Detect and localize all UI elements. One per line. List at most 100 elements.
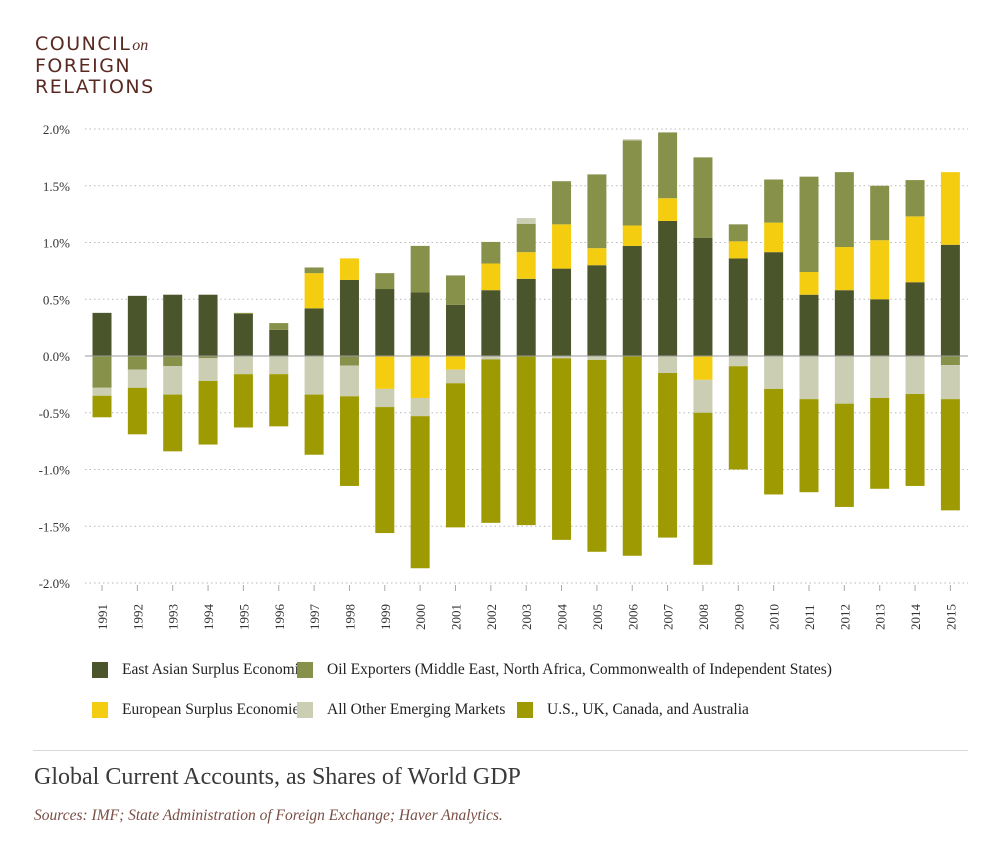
- bar-segment: [905, 282, 925, 356]
- bar-segment: [198, 358, 218, 381]
- cfr-logo: COUNCILon FOREIGN RELATIONS: [35, 34, 155, 98]
- legend-label: All Other Emerging Markets: [327, 701, 506, 718]
- bar-segment: [799, 294, 819, 356]
- y-tick-label: -0.5%: [39, 406, 71, 421]
- legend-item-other-emerging: All Other Emerging Markets: [297, 701, 505, 719]
- legend-label: European Surplus Economies: [122, 701, 306, 718]
- bar-segment: [834, 290, 854, 356]
- bar-segment: [658, 356, 678, 374]
- x-tick-label: 2007: [661, 604, 676, 631]
- bar-segment: [516, 252, 536, 279]
- bar-segment: [799, 399, 819, 493]
- bar-segment: [304, 273, 324, 309]
- bar-segment: [304, 394, 324, 455]
- bar-segment: [269, 374, 289, 427]
- bar-segment: [693, 356, 713, 380]
- bar-segment: [834, 356, 854, 404]
- x-tick-label: 2013: [873, 604, 888, 630]
- bar-segment: [870, 299, 890, 356]
- bar-segment: [940, 244, 960, 356]
- bar-segment: [481, 290, 501, 356]
- bar-segment: [834, 247, 854, 291]
- y-tick-label: 0.0%: [43, 349, 70, 364]
- bar-segment: [905, 180, 925, 217]
- bar-segment: [693, 379, 713, 413]
- bar-segment: [764, 356, 784, 389]
- bar-segment: [339, 279, 359, 356]
- legend-item-oil-exporters: Oil Exporters (Middle East, North Africa…: [297, 661, 832, 679]
- bar-segment: [92, 356, 112, 388]
- y-tick-label: -2.0%: [39, 576, 71, 591]
- bar-segment: [339, 365, 359, 397]
- x-tick-label: 1999: [378, 604, 393, 630]
- bar-segment: [163, 366, 183, 395]
- bar-segment: [127, 295, 147, 356]
- bar-segment: [728, 258, 748, 356]
- bar-segment: [870, 356, 890, 398]
- bar-segment: [552, 358, 572, 540]
- bar-segment: [905, 394, 925, 486]
- bar-segment: [658, 132, 678, 199]
- bar-segment: [658, 373, 678, 538]
- bar-segment: [799, 176, 819, 273]
- x-tick-label: 2010: [767, 604, 782, 630]
- bar-segment: [92, 312, 112, 356]
- bar-segment: [870, 397, 890, 489]
- bar-segment: [905, 216, 925, 283]
- bar-segment: [233, 374, 253, 428]
- x-tick-label: 1996: [272, 604, 287, 631]
- chart-source: Sources: IMF; State Administration of Fo…: [34, 807, 503, 824]
- bar-segment: [622, 225, 642, 246]
- bar-segment: [622, 356, 642, 556]
- y-tick-label: 1.5%: [43, 179, 70, 194]
- legend-label: East Asian Surplus Economies: [122, 661, 312, 678]
- divider: [33, 750, 968, 751]
- x-tick-label: 2014: [908, 604, 923, 631]
- bar-segment: [375, 273, 395, 290]
- bar-segment: [516, 218, 536, 224]
- legend-label: Oil Exporters (Middle East, North Africa…: [327, 661, 832, 678]
- legend-item-european: European Surplus Economies: [92, 701, 305, 719]
- bar-segment: [764, 179, 784, 223]
- bar-segment: [622, 139, 642, 141]
- bar-segment: [940, 356, 960, 366]
- bar-segment: [587, 265, 607, 356]
- bar-segment: [127, 356, 147, 370]
- bar-segment: [446, 383, 465, 528]
- bar-segment: [339, 396, 359, 486]
- legend-item-east-asian: East Asian Surplus Economies: [92, 661, 312, 679]
- bar-segment: [552, 181, 572, 225]
- bar-segment: [269, 356, 289, 375]
- x-tick-label: 1995: [236, 604, 251, 630]
- bar-segment: [587, 356, 607, 360]
- bar-segment: [304, 356, 324, 395]
- legend-label: U.S., UK, Canada, and Australia: [547, 701, 749, 718]
- bar-segment: [516, 278, 536, 356]
- legend-item-us-uk: U.S., UK, Canada, and Australia: [517, 701, 749, 719]
- logo-on: on: [132, 37, 149, 54]
- bar-segment: [446, 356, 465, 370]
- x-tick-label: 2012: [837, 604, 852, 630]
- x-tick-label: 2009: [731, 604, 746, 630]
- bar-segment: [728, 366, 748, 470]
- x-tick-label: 2005: [590, 604, 605, 630]
- bar-segment: [269, 329, 289, 356]
- bar-segment: [304, 308, 324, 356]
- bar-segment: [233, 314, 253, 356]
- x-tick-label: 2008: [696, 604, 711, 630]
- bar-segment: [516, 223, 536, 253]
- bar-segment: [163, 294, 183, 356]
- bar-segment: [693, 157, 713, 238]
- bar-segment: [728, 224, 748, 242]
- bar-segment: [728, 356, 748, 367]
- bar-segment: [587, 359, 607, 552]
- bar-segment: [622, 140, 642, 226]
- x-tick-label: 2004: [555, 604, 570, 631]
- bar-segment: [940, 365, 960, 400]
- bar-segment: [269, 323, 289, 330]
- bar-segment: [92, 395, 112, 418]
- bar-segment: [693, 412, 713, 565]
- bar-segment: [587, 248, 607, 266]
- bar-segment: [658, 198, 678, 221]
